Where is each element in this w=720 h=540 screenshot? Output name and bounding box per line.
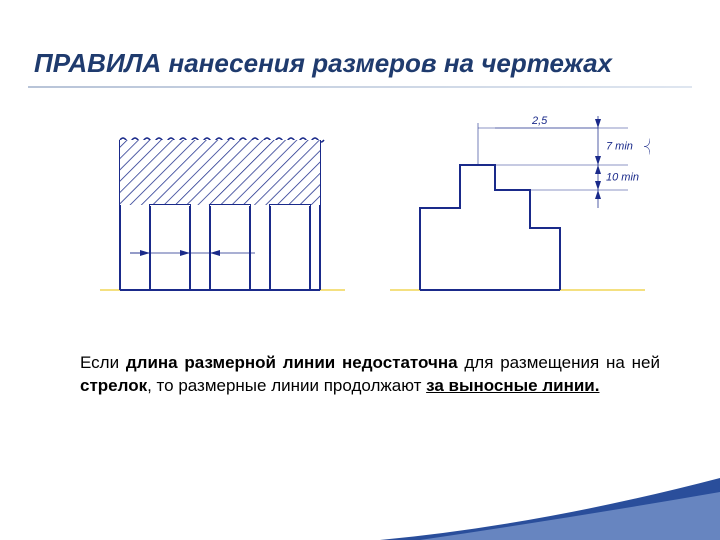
body-run: Если (80, 353, 126, 372)
corner-swoosh (380, 470, 720, 540)
body-paragraph: Если длина размерной линии недостаточна … (80, 352, 660, 398)
dim-label-bot: 10 min (606, 172, 639, 184)
diagram-area: 2,5 7 min 10 min (100, 110, 650, 330)
page-title: ПРАВИЛА нанесения размеров на чертежах (34, 48, 686, 85)
title-text: ПРАВИЛА нанесения размеров на чертежах (34, 48, 612, 78)
body-run: , то размерные линии продолжают (147, 376, 426, 395)
dim-label-mid: 7 min (606, 141, 633, 153)
body-run: для размещения на ней (458, 353, 660, 372)
dim-label-top: 2,5 (531, 115, 548, 127)
body-run: длина размерной линии недостаточна (126, 353, 458, 372)
body-run: стрелок (80, 376, 147, 395)
diagram-svg: 2,5 7 min 10 min (100, 110, 650, 330)
title-underline (28, 86, 692, 88)
body-run: за выносные линии. (426, 376, 599, 395)
